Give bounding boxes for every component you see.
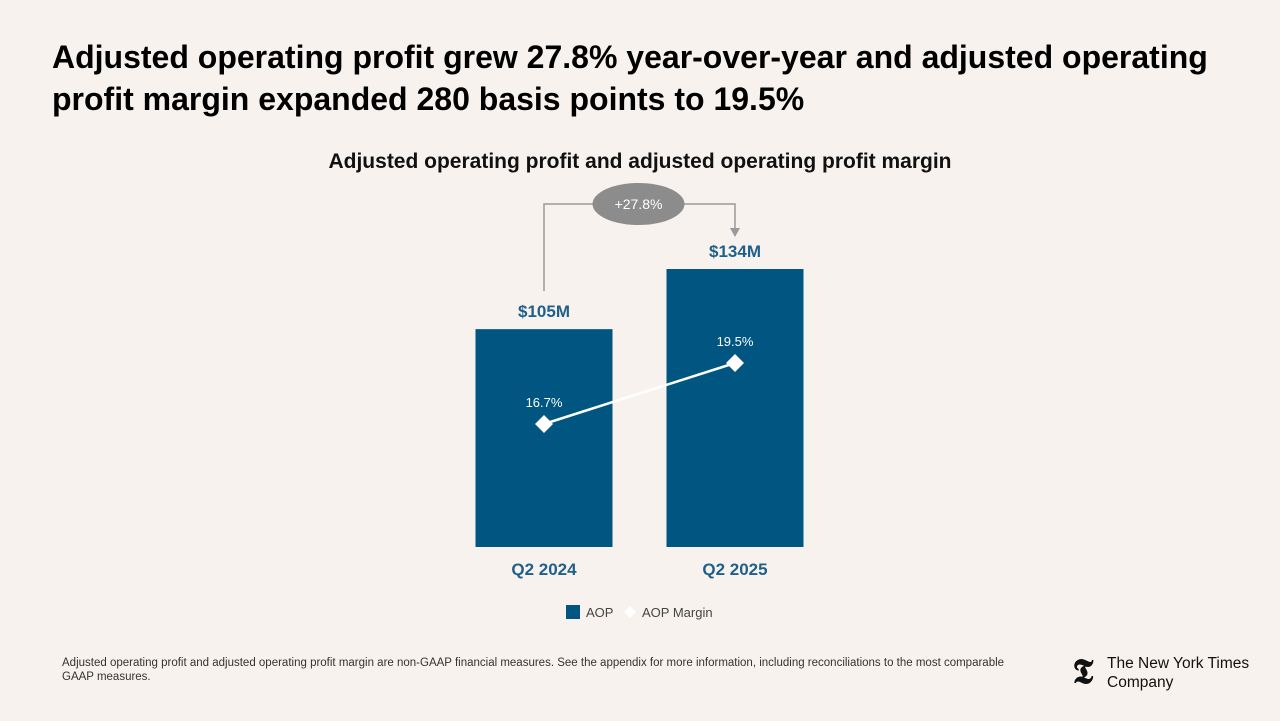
company-name: The New York Times Company bbox=[1107, 654, 1249, 692]
bar-value-label: $134M bbox=[709, 242, 761, 261]
bar-q2-2024 bbox=[475, 329, 613, 547]
growth-bubble bbox=[592, 183, 685, 225]
growth-arrow-icon bbox=[730, 228, 740, 237]
nyt-logo-icon: 𝕿 bbox=[1072, 652, 1094, 692]
margin-value-label: 16.7% bbox=[526, 395, 563, 410]
company-name-line-2: Company bbox=[1107, 674, 1174, 691]
legend-swatch-aop bbox=[566, 605, 580, 619]
margin-point bbox=[535, 415, 553, 433]
company-name-line-1: The New York Times bbox=[1107, 655, 1250, 672]
margin-point bbox=[726, 354, 744, 372]
chart-title: Adjusted operating profit and adjusted o… bbox=[328, 150, 951, 173]
margin-line bbox=[543, 361, 736, 426]
legend-label-margin: AOP Margin bbox=[642, 605, 713, 620]
category-label: Q2 2024 bbox=[511, 560, 577, 579]
footnote: Adjusted operating profit and adjusted o… bbox=[62, 657, 1005, 683]
legend-marker-margin-icon bbox=[624, 606, 636, 618]
company-logo: 𝕿 The New York Times Company bbox=[1066, 652, 1266, 692]
category-label: Q2 2025 bbox=[702, 560, 767, 579]
legend-label-aop: AOP bbox=[586, 605, 613, 620]
bar-value-label: $105M bbox=[518, 302, 570, 321]
headline: Adjusted operating profit grew 27.8% yea… bbox=[52, 39, 1208, 117]
chart: Adjusted operating profit and adjusted o… bbox=[328, 150, 951, 620]
bar-q2-2025 bbox=[666, 269, 804, 547]
margin-value-label: 19.5% bbox=[717, 334, 754, 349]
growth-annotation: +27.8% bbox=[615, 196, 663, 212]
